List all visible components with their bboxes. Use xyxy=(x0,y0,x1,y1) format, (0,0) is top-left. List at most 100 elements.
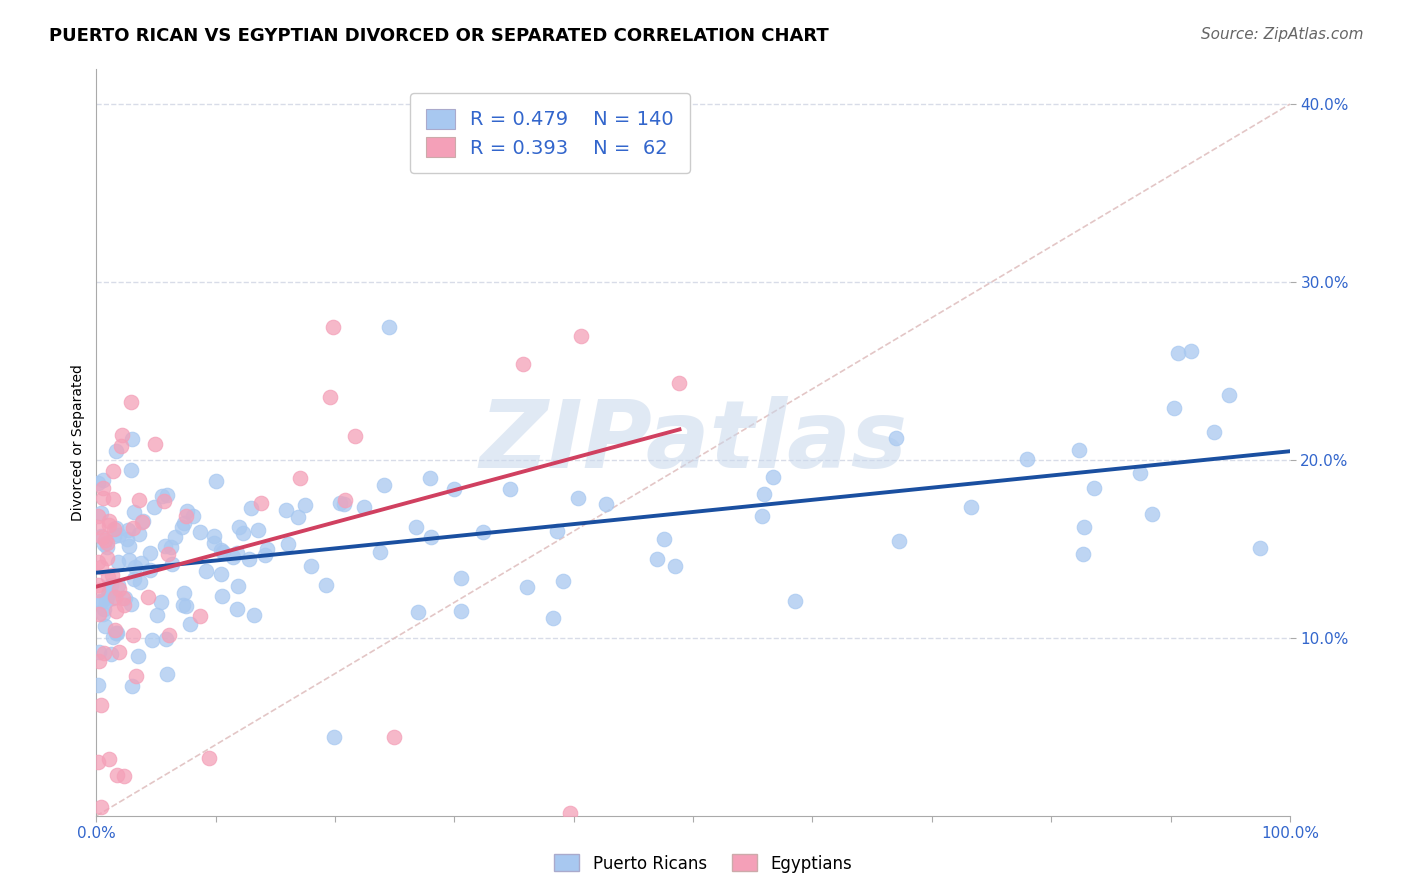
Point xyxy=(173,586,195,600)
Point xyxy=(163,530,186,544)
Point xyxy=(419,471,441,485)
Legend: R = 0.479    N = 140, R = 0.393    N =  62: R = 0.479 N = 140, R = 0.393 N = 62 xyxy=(411,93,689,173)
Point xyxy=(97,588,120,602)
Point xyxy=(256,542,278,557)
Point xyxy=(157,547,180,561)
Point xyxy=(353,500,375,514)
Point xyxy=(117,524,139,538)
Point xyxy=(195,564,218,578)
Y-axis label: Divorced or Separated: Divorced or Separated xyxy=(72,364,86,521)
Point xyxy=(299,559,322,574)
Point xyxy=(212,544,235,558)
Point xyxy=(96,550,118,565)
Point xyxy=(112,591,135,606)
Point xyxy=(157,628,180,642)
Point xyxy=(89,594,111,608)
Point xyxy=(107,578,129,592)
Point xyxy=(107,555,129,569)
Point xyxy=(174,599,197,613)
Point xyxy=(101,568,124,582)
Point xyxy=(499,483,522,497)
Point xyxy=(179,616,201,631)
Text: PUERTO RICAN VS EGYPTIAN DIVORCED OR SEPARATED CORRELATION CHART: PUERTO RICAN VS EGYPTIAN DIVORCED OR SEP… xyxy=(49,27,830,45)
Point xyxy=(103,529,125,543)
Point xyxy=(91,594,114,608)
Point xyxy=(108,527,131,541)
Point xyxy=(108,645,131,659)
Point xyxy=(333,497,356,511)
Point xyxy=(118,552,141,566)
Point xyxy=(160,558,183,572)
Point xyxy=(516,581,538,595)
Point xyxy=(87,678,110,692)
Point xyxy=(228,520,250,534)
Point xyxy=(104,623,127,637)
Point xyxy=(101,631,124,645)
Point xyxy=(419,531,441,545)
Point xyxy=(238,551,260,566)
Point xyxy=(138,546,160,560)
Point xyxy=(139,563,162,577)
Point xyxy=(1067,442,1090,457)
Point xyxy=(150,489,173,503)
Point xyxy=(1071,547,1094,561)
Point xyxy=(253,548,276,562)
Point xyxy=(344,429,367,443)
Point xyxy=(91,481,114,495)
Point xyxy=(1083,481,1105,495)
Point xyxy=(645,552,668,566)
Point xyxy=(98,514,121,528)
Point xyxy=(1249,541,1271,555)
Point xyxy=(115,532,138,546)
Point xyxy=(512,357,534,371)
Point xyxy=(319,390,342,404)
Point xyxy=(96,540,118,554)
Point xyxy=(277,537,299,551)
Point xyxy=(315,577,337,591)
Point xyxy=(87,645,110,659)
Point xyxy=(226,579,249,593)
Point xyxy=(101,492,124,507)
Point xyxy=(143,436,166,450)
Point xyxy=(226,546,249,560)
Point xyxy=(889,534,911,549)
Point xyxy=(111,427,134,442)
Point xyxy=(97,583,120,598)
Point xyxy=(93,646,115,660)
Point xyxy=(97,570,120,584)
Point xyxy=(98,752,121,766)
Point xyxy=(243,608,266,623)
Point xyxy=(114,591,136,606)
Point xyxy=(884,431,907,445)
Text: Source: ZipAtlas.com: Source: ZipAtlas.com xyxy=(1201,27,1364,42)
Point xyxy=(170,520,193,534)
Point xyxy=(384,730,406,744)
Point xyxy=(112,599,135,613)
Point xyxy=(153,493,176,508)
Point xyxy=(86,582,108,597)
Point xyxy=(124,560,146,574)
Point xyxy=(378,320,401,334)
Point xyxy=(276,503,298,517)
Point xyxy=(122,628,145,642)
Point xyxy=(333,493,356,508)
Point xyxy=(121,679,143,693)
Point xyxy=(90,507,112,521)
Point xyxy=(754,486,776,500)
Point xyxy=(202,528,225,542)
Point xyxy=(124,669,146,683)
Point xyxy=(240,501,263,516)
Point xyxy=(120,395,142,409)
Point xyxy=(96,594,118,608)
Point xyxy=(107,768,129,782)
Point xyxy=(1129,466,1152,480)
Point xyxy=(86,476,108,491)
Text: ZIPatlas: ZIPatlas xyxy=(479,396,907,488)
Point xyxy=(450,571,472,585)
Point xyxy=(472,524,495,539)
Point xyxy=(128,527,150,541)
Point xyxy=(560,805,582,820)
Point xyxy=(405,520,427,534)
Point xyxy=(443,482,465,496)
Point xyxy=(209,543,232,558)
